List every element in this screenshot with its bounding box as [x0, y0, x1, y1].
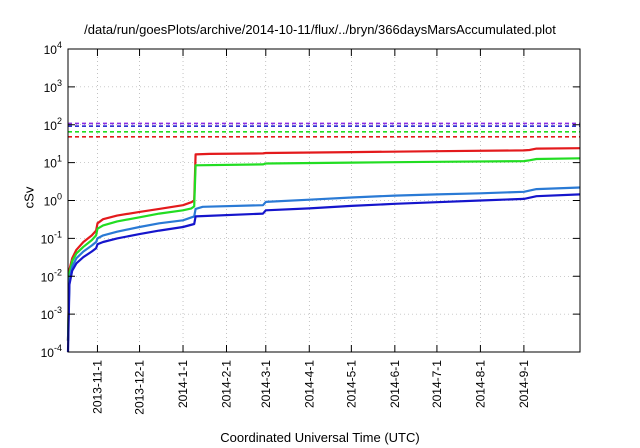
x-tick-label: 2014-2-1 — [220, 360, 234, 408]
series-line — [66, 193, 581, 353]
x-tick-label: 2014-9-1 — [517, 360, 531, 408]
x-tick-label: 2013-12-1 — [133, 360, 147, 415]
x-tick-label: 2013-11-1 — [90, 360, 104, 414]
y-axis-label: cSv — [21, 186, 37, 209]
y-tick-label: 103 — [44, 78, 62, 95]
x-tick-label: 2014-5-1 — [344, 360, 358, 408]
y-tick-label: 104 — [44, 40, 62, 57]
data-series — [66, 147, 581, 353]
y-tick-label: 100 — [44, 192, 62, 209]
y-tick-label: 10-4 — [41, 343, 62, 360]
axes: 10-4 10-3 10-2 10-1 100 101 102 103 104 2013-11-1… — [41, 40, 580, 415]
series-line — [66, 157, 581, 341]
series-line — [66, 186, 581, 341]
chart-title: /data/run/goesPlots/archive/2014-10-11/f… — [84, 22, 556, 37]
y-tick-label: 101 — [44, 154, 62, 171]
x-tick-label: 2014-7-1 — [430, 360, 444, 408]
threshold-lines — [68, 122, 580, 138]
series-line — [66, 147, 581, 341]
y-tick-label: 10-1 — [41, 229, 62, 246]
x-tick-label: 2014-6-1 — [388, 360, 402, 408]
y-tick-label: 102 — [44, 116, 62, 133]
x-tick-label: 2014-4-1 — [302, 360, 316, 408]
plot-frame — [67, 48, 581, 353]
x-tick-label: 2014-3-1 — [259, 360, 273, 408]
y-tick-label: 10-2 — [41, 267, 62, 284]
x-axis-label: Coordinated Universal Time (UTC) — [220, 430, 420, 445]
y-tick-label: 10-3 — [41, 305, 62, 322]
x-tick-label: 2014-8-1 — [473, 360, 487, 408]
x-tick-label: 2014-1-1 — [176, 360, 190, 408]
